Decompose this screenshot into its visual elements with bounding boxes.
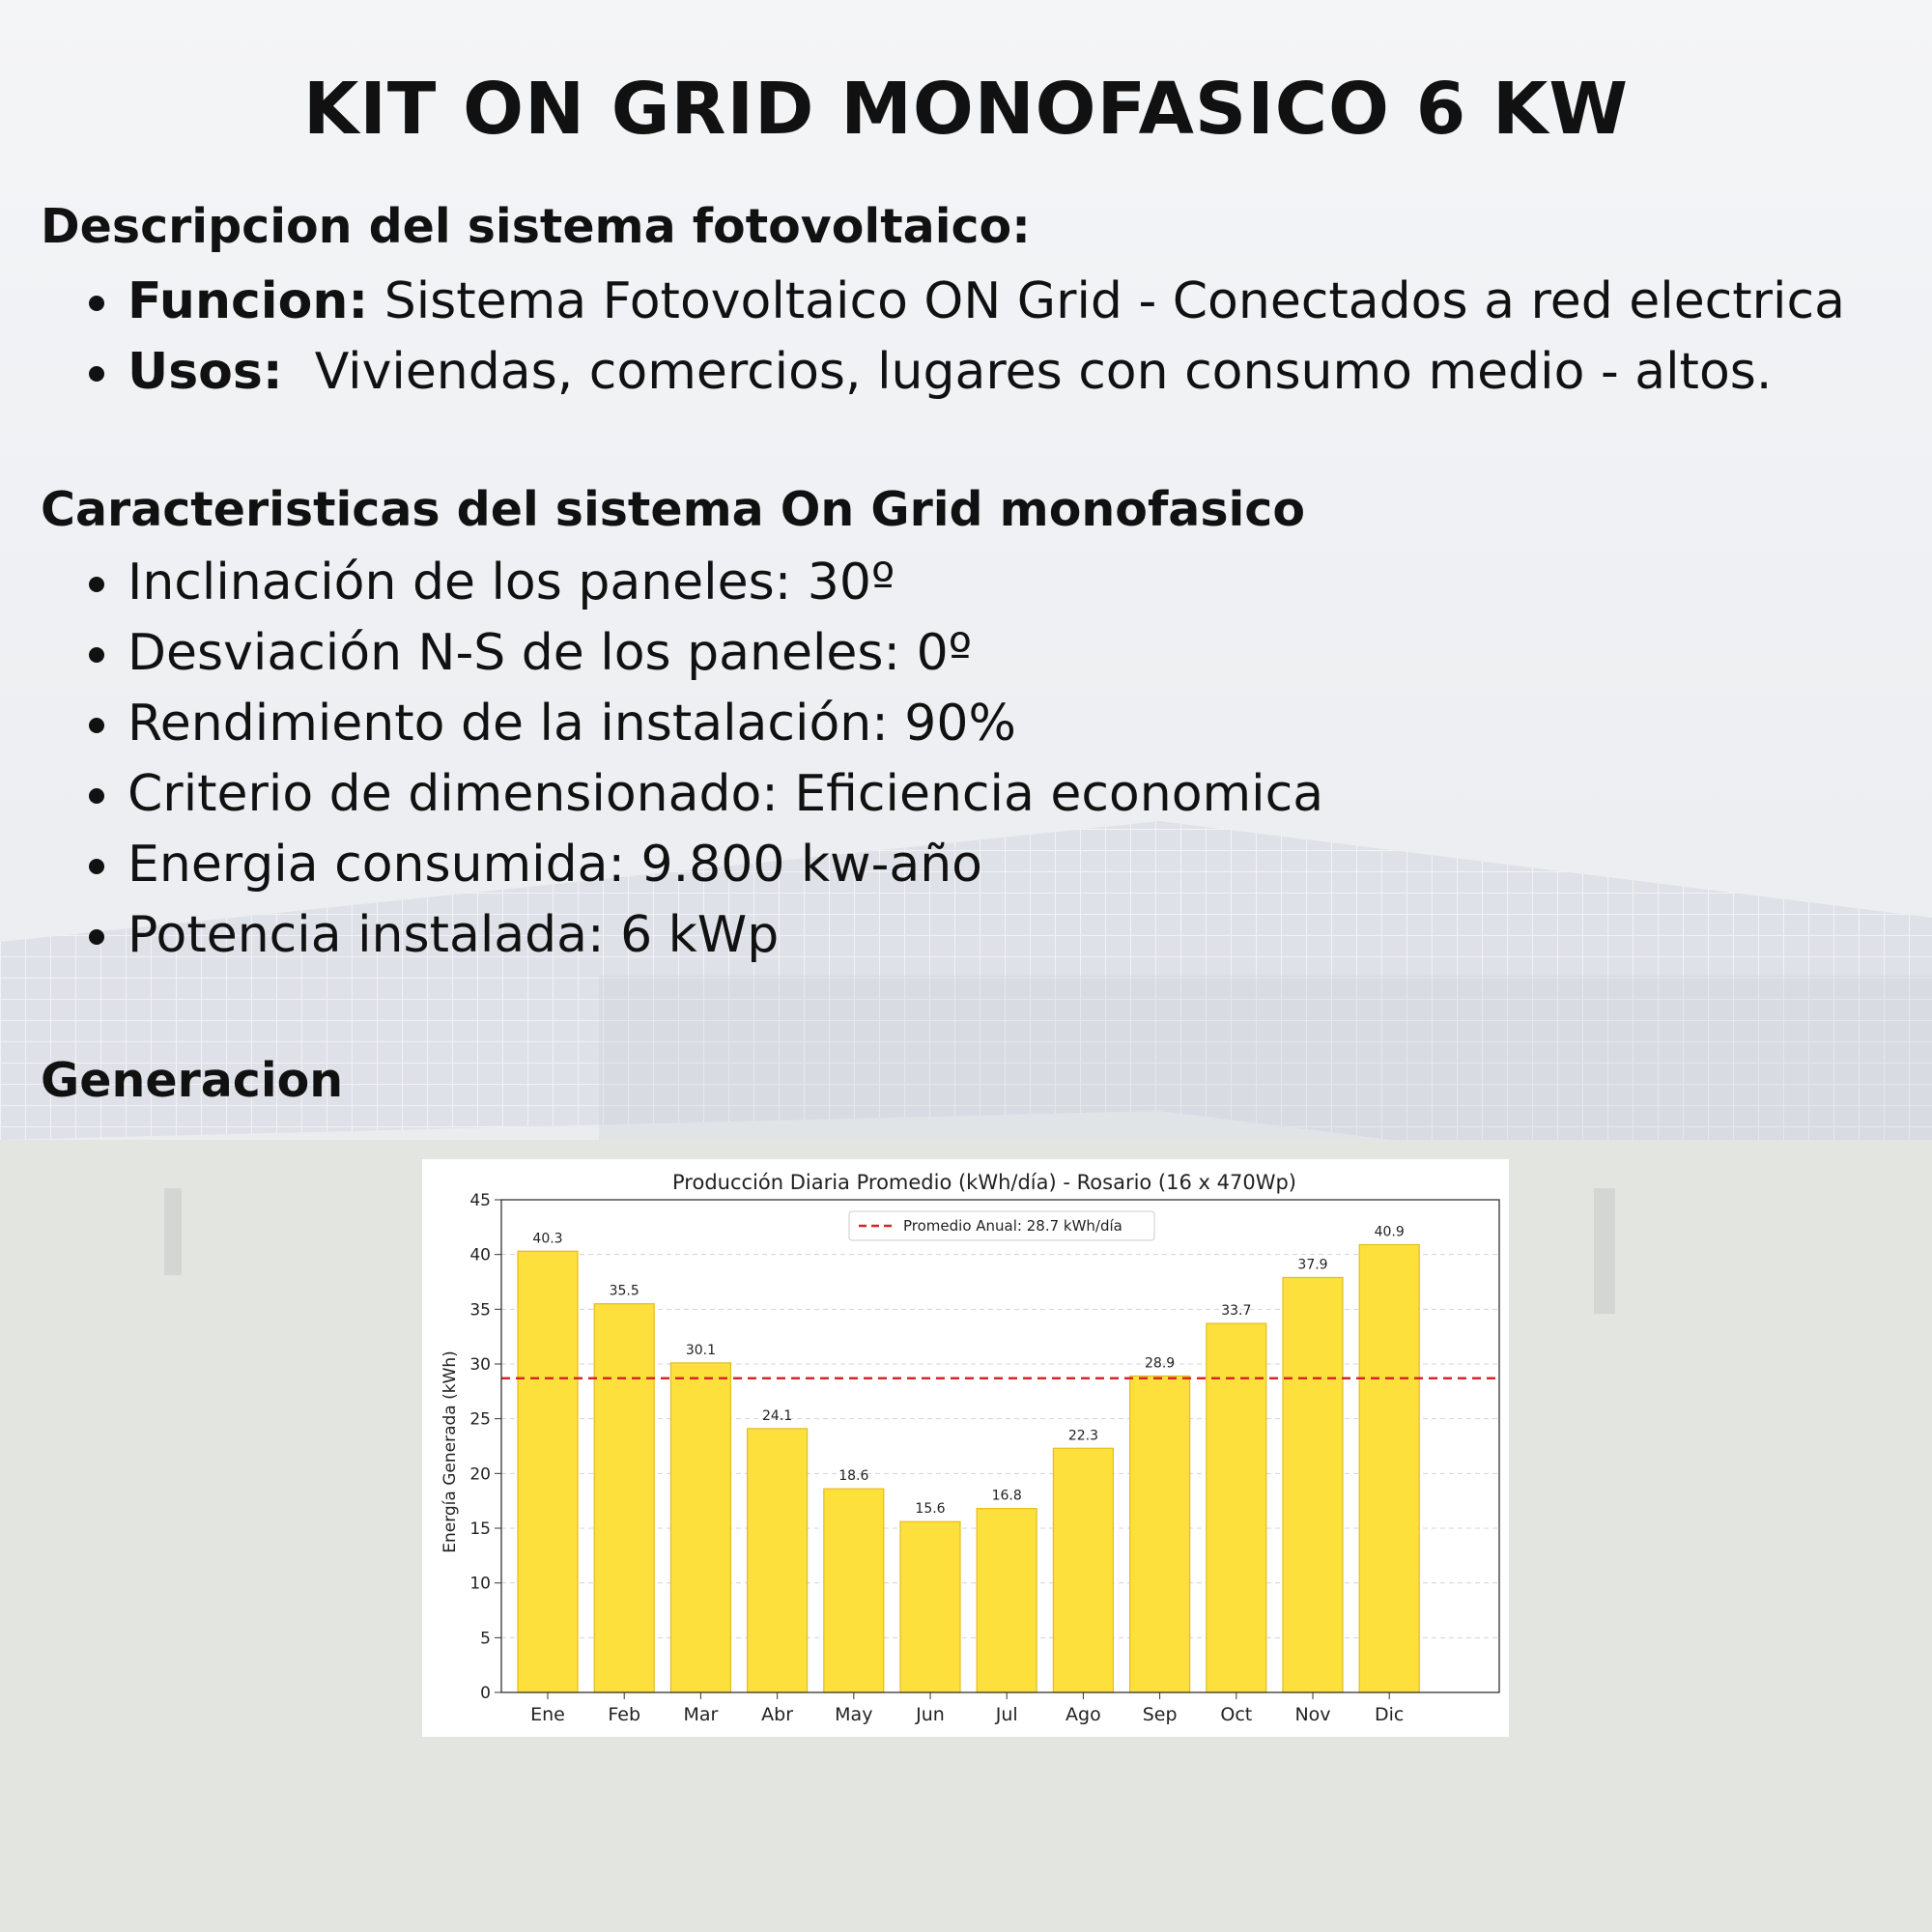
x-tick-label: Jul: [995, 1704, 1018, 1725]
x-tick-label: Ago: [1065, 1704, 1101, 1725]
data-label: 18.6: [838, 1468, 868, 1484]
item-label: Usos:: [128, 343, 283, 401]
x-tick-label: Oct: [1220, 1704, 1252, 1725]
caracteristicas-list: Inclinación de los paneles: 30º Desviaci…: [77, 548, 1323, 971]
list-item: Usos: Viviendas, comercios, lugares con …: [126, 337, 1845, 408]
data-label: 15.6: [915, 1501, 945, 1517]
y-tick-label: 25: [469, 1410, 491, 1430]
y-tick-label: 35: [469, 1300, 491, 1320]
bar: [669, 1362, 731, 1693]
x-tick-label: Feb: [608, 1704, 640, 1725]
data-label: 33.7: [1221, 1303, 1251, 1319]
bar: [1128, 1375, 1191, 1693]
descripcion-list: Funcion: Sistema Fotovoltaico ON Grid - …: [77, 267, 1845, 408]
x-tick-label: Jun: [915, 1704, 945, 1725]
y-tick-label: 0: [480, 1684, 491, 1703]
list-item: Inclinación de los paneles: 30º: [126, 548, 1323, 618]
chart-panel: Producción Diaria Promedio (kWh/día) - R…: [422, 1159, 1509, 1737]
bar: [593, 1303, 655, 1693]
chart-title: Producción Diaria Promedio (kWh/día) - R…: [672, 1171, 1296, 1194]
data-label: 35.5: [610, 1284, 639, 1299]
data-label: 40.9: [1375, 1224, 1405, 1239]
legend-label: Promedio Anual: 28.7 kWh/día: [903, 1217, 1122, 1235]
data-label: 24.1: [762, 1408, 792, 1424]
y-tick-label: 15: [469, 1520, 491, 1539]
x-tick-label: Sep: [1143, 1704, 1178, 1725]
y-tick-label: 45: [469, 1191, 491, 1210]
y-tick-label: 5: [480, 1629, 491, 1648]
y-axis-label: Energía Generada (kWh): [440, 1350, 460, 1553]
bar: [747, 1428, 809, 1693]
data-label: 16.8: [992, 1489, 1022, 1504]
item-text: Sistema Fotovoltaico ON Grid - Conectado…: [384, 272, 1845, 330]
production-bar-chart: Producción Diaria Promedio (kWh/día) - R…: [440, 1171, 1500, 1725]
list-item: Desviación N-S de los paneles: 0º: [126, 618, 1323, 689]
bar: [1282, 1276, 1344, 1693]
y-tick-label: 20: [469, 1464, 491, 1484]
x-tick-label: Abr: [761, 1704, 793, 1725]
y-tick-label: 10: [469, 1575, 491, 1594]
x-tick-label: Dic: [1375, 1704, 1404, 1725]
data-label: 37.9: [1297, 1257, 1327, 1272]
y-tick-label: 30: [469, 1355, 491, 1375]
list-item: Criterio de dimensionado: Eficiencia eco…: [126, 759, 1323, 830]
bar: [976, 1508, 1037, 1693]
item-text: Viviendas, comercios, lugares con consum…: [314, 343, 1773, 401]
x-tick-label: May: [835, 1704, 872, 1725]
data-label: 30.1: [686, 1343, 716, 1358]
plot-frame: [500, 1199, 1500, 1693]
page-title: KIT ON GRID MONOFASICO 6 KW: [303, 68, 1629, 151]
list-item: Energia consumida: 9.800 kw-año: [126, 830, 1323, 900]
data-label: 40.3: [532, 1231, 562, 1246]
x-tick-label: Ene: [530, 1704, 565, 1725]
bar: [1052, 1447, 1115, 1693]
descripcion-heading: Descripcion del sistema fotovoltaico:: [41, 199, 1031, 254]
bar: [517, 1250, 579, 1693]
data-label: 22.3: [1068, 1428, 1098, 1443]
bar: [1358, 1243, 1420, 1693]
data-label: 28.9: [1145, 1355, 1175, 1371]
legend-box: [848, 1210, 1155, 1241]
list-item: Potencia instalada: 6 kWp: [126, 900, 1323, 971]
list-item: Funcion: Sistema Fotovoltaico ON Grid - …: [126, 267, 1845, 337]
y-tick-label: 40: [469, 1246, 491, 1265]
item-label: Funcion:: [128, 272, 369, 330]
generacion-heading: Generacion: [41, 1053, 344, 1108]
x-tick-label: Nov: [1294, 1704, 1330, 1725]
bar: [899, 1520, 961, 1693]
list-item: Rendimiento de la instalación: 90%: [126, 689, 1323, 759]
caracteristicas-heading: Caracteristicas del sistema On Grid mono…: [41, 482, 1306, 537]
bar: [823, 1488, 885, 1693]
x-tick-label: Mar: [683, 1704, 718, 1725]
